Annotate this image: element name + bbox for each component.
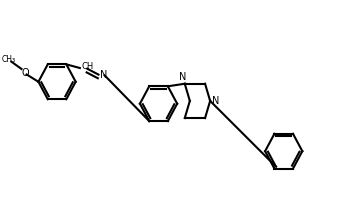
Text: N: N <box>100 70 108 80</box>
Text: N: N <box>212 96 219 106</box>
Text: CH₃: CH₃ <box>2 55 16 64</box>
Text: O: O <box>21 68 29 78</box>
Text: N: N <box>179 72 187 82</box>
Text: CH: CH <box>82 62 94 71</box>
